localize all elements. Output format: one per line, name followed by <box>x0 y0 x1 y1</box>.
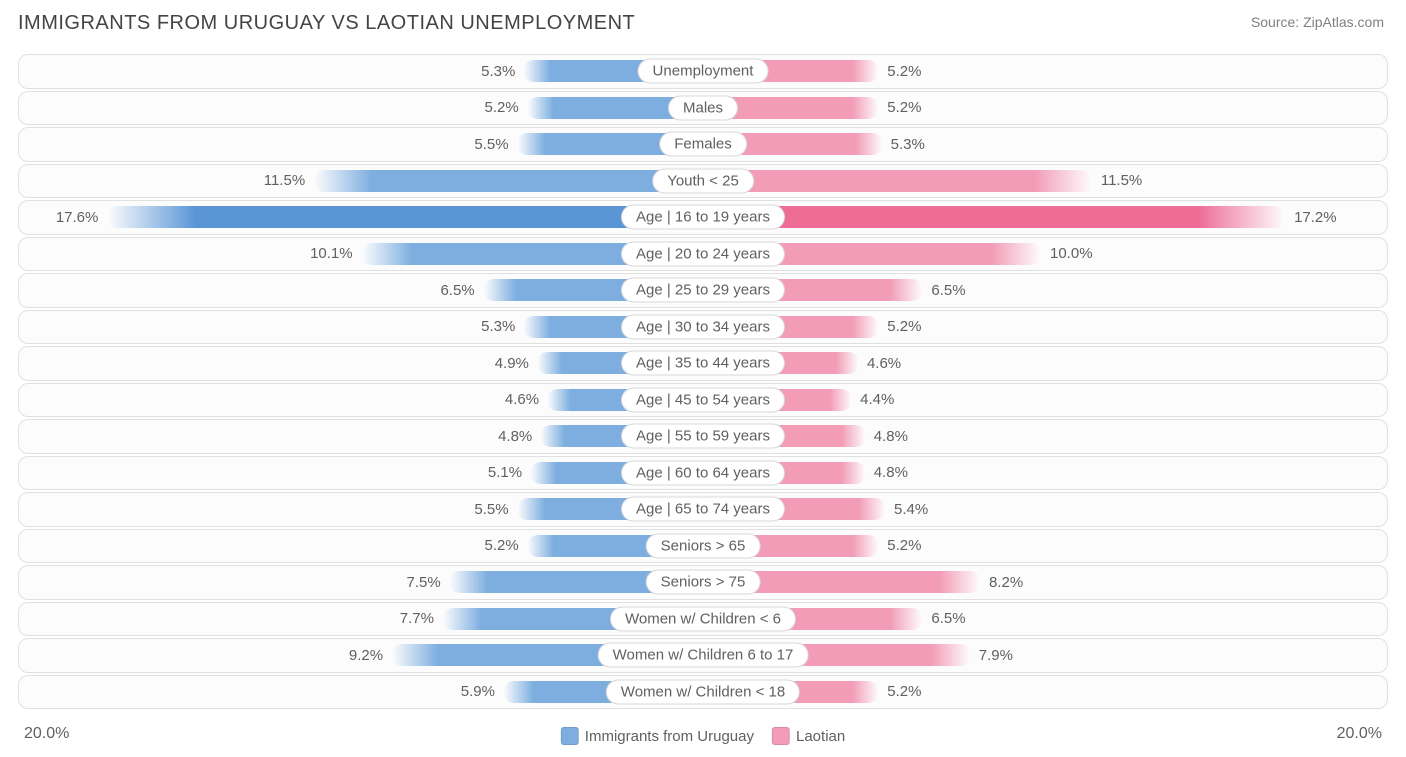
chart-row: 5.5% 5.3% Females <box>18 127 1388 162</box>
category-pill: Women w/ Children < 18 <box>606 679 800 704</box>
chart-row: 9.2% 7.9% Women w/ Children 6 to 17 <box>18 638 1388 673</box>
category-pill: Age | 60 to 64 years <box>621 460 785 485</box>
bar-left <box>106 206 703 228</box>
chart-row: 4.8% 4.8% Age | 55 to 59 years <box>18 419 1388 454</box>
category-pill: Age | 20 to 24 years <box>621 241 785 266</box>
chart-row: 5.1% 4.8% Age | 60 to 64 years <box>18 456 1388 491</box>
value-label-right: 10.0% <box>1042 245 1101 262</box>
chart-row: 5.5% 5.4% Age | 65 to 74 years <box>18 492 1388 527</box>
category-pill: Women w/ Children 6 to 17 <box>598 643 809 668</box>
value-label-right: 6.5% <box>923 282 973 299</box>
chart-row: 4.9% 4.6% Age | 35 to 44 years <box>18 346 1388 381</box>
value-label-right: 5.2% <box>879 63 929 80</box>
value-label-right: 8.2% <box>981 574 1031 591</box>
chart-row: 5.2% 5.2% Seniors > 65 <box>18 529 1388 564</box>
category-pill: Age | 55 to 59 years <box>621 424 785 449</box>
value-label-left: 11.5% <box>256 172 313 189</box>
category-pill: Males <box>668 95 738 120</box>
value-label-right: 4.8% <box>866 428 916 445</box>
value-label-right: 5.2% <box>879 537 929 554</box>
legend-item-left: Immigrants from Uruguay <box>561 727 754 745</box>
value-label-right: 4.8% <box>866 464 916 481</box>
legend-swatch-left <box>561 727 579 745</box>
chart-row: 5.3% 5.2% Unemployment <box>18 54 1388 89</box>
value-label-right: 7.9% <box>971 647 1021 664</box>
value-label-left: 5.3% <box>473 63 523 80</box>
value-label-left: 5.5% <box>466 136 516 153</box>
value-label-right: 5.3% <box>883 136 933 153</box>
value-label-left: 5.3% <box>473 318 523 335</box>
chart-row: 10.1% 10.0% Age | 20 to 24 years <box>18 237 1388 272</box>
chart-row: 7.7% 6.5% Women w/ Children < 6 <box>18 602 1388 637</box>
value-label-right: 5.2% <box>879 683 929 700</box>
value-label-left: 5.2% <box>477 99 527 116</box>
value-label-left: 4.6% <box>497 391 547 408</box>
chart-row: 11.5% 11.5% Youth < 25 <box>18 164 1388 199</box>
value-label-left: 5.5% <box>466 501 516 518</box>
value-label-left: 17.6% <box>48 209 107 226</box>
category-pill: Unemployment <box>638 59 769 84</box>
value-label-left: 4.9% <box>487 355 537 372</box>
category-pill: Seniors > 75 <box>646 570 761 595</box>
value-label-right: 4.4% <box>852 391 902 408</box>
value-label-right: 17.2% <box>1286 209 1345 226</box>
chart-title: IMMIGRANTS FROM URUGUAY VS LAOTIAN UNEMP… <box>18 12 1388 35</box>
bar-right <box>703 170 1093 192</box>
value-label-left: 7.7% <box>392 610 442 627</box>
category-pill: Age | 16 to 19 years <box>621 205 785 230</box>
category-pill: Age | 65 to 74 years <box>621 497 785 522</box>
category-pill: Seniors > 65 <box>646 533 761 558</box>
category-pill: Age | 35 to 44 years <box>621 351 785 376</box>
value-label-left: 9.2% <box>341 647 391 664</box>
chart-row: 6.5% 6.5% Age | 25 to 29 years <box>18 273 1388 308</box>
value-label-right: 4.6% <box>859 355 909 372</box>
legend-label-right: Laotian <box>796 728 845 745</box>
value-label-right: 5.4% <box>886 501 936 518</box>
chart-row: 17.6% 17.2% Age | 16 to 19 years <box>18 200 1388 235</box>
value-label-left: 7.5% <box>399 574 449 591</box>
value-label-left: 4.8% <box>490 428 540 445</box>
value-label-left: 5.2% <box>477 537 527 554</box>
chart-row: 7.5% 8.2% Seniors > 75 <box>18 565 1388 600</box>
chart-row: 5.9% 5.2% Women w/ Children < 18 <box>18 675 1388 710</box>
chart-row: 4.6% 4.4% Age | 45 to 54 years <box>18 383 1388 418</box>
value-label-left: 6.5% <box>432 282 482 299</box>
category-pill: Age | 25 to 29 years <box>621 278 785 303</box>
axis-max-right: 20.0% <box>1337 725 1382 743</box>
value-label-right: 6.5% <box>923 610 973 627</box>
value-label-right: 5.2% <box>879 318 929 335</box>
value-label-left: 10.1% <box>302 245 361 262</box>
value-label-left: 5.1% <box>480 464 530 481</box>
legend-item-right: Laotian <box>772 727 845 745</box>
category-pill: Age | 45 to 54 years <box>621 387 785 412</box>
category-pill: Youth < 25 <box>652 168 754 193</box>
category-pill: Females <box>659 132 747 157</box>
chart-footer: 20.0% Immigrants from Uruguay Laotian 20… <box>18 719 1388 749</box>
legend-label-left: Immigrants from Uruguay <box>585 728 754 745</box>
chart-area: 5.3% 5.2% Unemployment 5.2% 5.2% Males 5.5% 5.3… <box>18 54 1388 715</box>
value-label-right: 5.2% <box>879 99 929 116</box>
bar-right <box>703 206 1286 228</box>
value-label-right: 11.5% <box>1093 172 1150 189</box>
axis-max-left: 20.0% <box>24 725 69 743</box>
category-pill: Age | 30 to 34 years <box>621 314 785 339</box>
value-label-left: 5.9% <box>453 683 503 700</box>
legend: Immigrants from Uruguay Laotian <box>561 727 845 745</box>
legend-swatch-right <box>772 727 790 745</box>
chart-row: 5.2% 5.2% Males <box>18 91 1388 126</box>
source-attribution: Source: ZipAtlas.com <box>1251 14 1384 30</box>
category-pill: Women w/ Children < 6 <box>610 606 796 631</box>
chart-row: 5.3% 5.2% Age | 30 to 34 years <box>18 310 1388 345</box>
bar-left <box>313 170 703 192</box>
